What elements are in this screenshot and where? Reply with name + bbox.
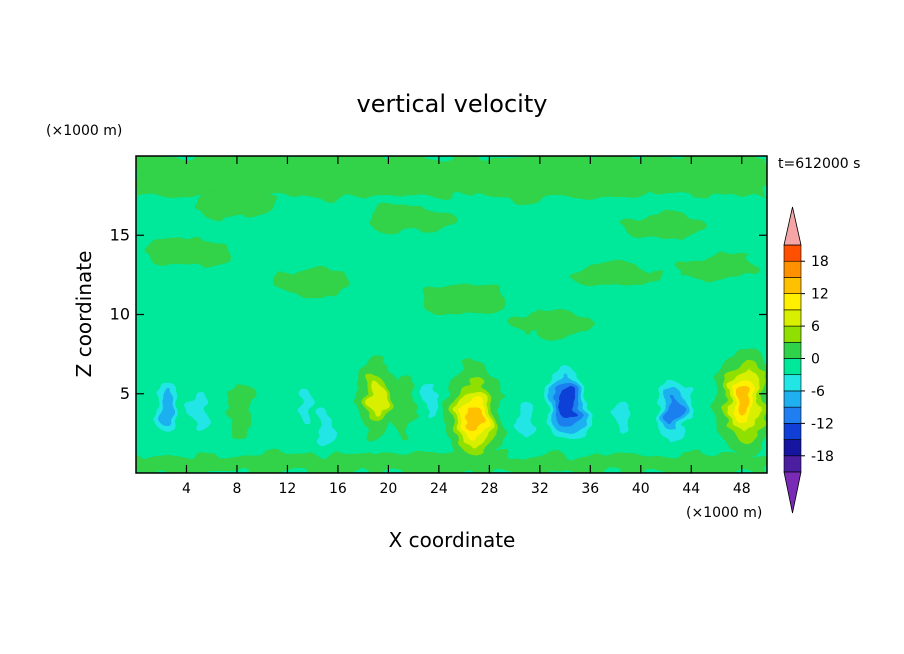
- time-label: t=612000 s: [778, 156, 860, 172]
- band-bottom: [136, 453, 767, 473]
- colorbar-cell-9: [783, 309, 802, 327]
- x-tick-label-32: 32: [531, 481, 549, 497]
- feature-1-contour-2: [190, 396, 208, 430]
- band-patch-2: [472, 173, 557, 202]
- colorbar-cell-3: [783, 406, 802, 424]
- y-unit-label: (×1000 m): [46, 123, 122, 139]
- band-patch-7: [674, 252, 759, 281]
- x-tick-label-28: 28: [480, 481, 498, 497]
- colorbar-tick-label-18: 18: [811, 254, 829, 270]
- y-tick-label-15: 15: [110, 225, 130, 244]
- y-tick-label-10: 10: [110, 305, 130, 324]
- colorbar-cell-8: [783, 325, 802, 343]
- x-tick-label-48: 48: [733, 481, 751, 497]
- feature-8-contour-5: [465, 401, 483, 431]
- x-tick-label-36: 36: [581, 481, 599, 497]
- colorbar-cell-12: [783, 260, 802, 278]
- band-patch-1: [371, 205, 456, 234]
- feature-0-contour-3: [159, 391, 176, 422]
- colorbar-cell-2: [783, 423, 802, 440]
- colorbar-cell-7: [783, 341, 802, 359]
- velocity-features: [145, 348, 767, 469]
- x-tick-label-24: 24: [430, 481, 448, 497]
- colorbar-tick-label--18: -18: [811, 449, 834, 465]
- band-patch-6: [573, 260, 658, 289]
- feature-12-contour-4: [665, 394, 682, 425]
- colorbar-max-arrow: [783, 206, 802, 246]
- x-tick-label-12: 12: [279, 481, 297, 497]
- colorbar-cell-6: [783, 358, 802, 376]
- colorbar-cell-1: [783, 439, 802, 457]
- colorbar-tick-label--12: -12: [811, 416, 834, 432]
- colorbar-cell-10: [783, 293, 802, 311]
- colorbar-cell-11: [783, 277, 802, 294]
- band-top: [136, 156, 767, 196]
- plot-area: [136, 156, 767, 473]
- colorbar: 18 12 6 0 -6 -12 -18: [783, 206, 834, 514]
- x-tick-label-40: 40: [632, 481, 650, 497]
- chart-title: vertical velocity: [357, 90, 548, 118]
- colorbar-min-arrow: [783, 471, 802, 514]
- band-patch-8: [144, 237, 229, 266]
- feature-7-contour-2: [421, 383, 439, 417]
- feature-10-contour-5: [559, 390, 576, 420]
- colorbar-cell-0: [783, 455, 802, 473]
- y-axis: 5 10 15: [110, 225, 767, 403]
- x-tick-label-16: 16: [329, 481, 347, 497]
- feature-5-contour-3: [367, 381, 385, 413]
- band-patch-4: [270, 268, 355, 297]
- x-tick-label-8: 8: [232, 481, 241, 497]
- feature-6-contour-1: [394, 388, 413, 425]
- y-axis-label: Z coordinate: [72, 251, 96, 378]
- band-patch-3: [624, 213, 709, 242]
- colorbar-cell-5: [783, 374, 802, 392]
- band-patch-9: [510, 308, 595, 337]
- colorbar-cell-13: [783, 244, 802, 262]
- colorbar-tick-label-6: 6: [811, 319, 820, 335]
- band-patch-0: [194, 189, 279, 218]
- feature-2-contour-1: [232, 391, 250, 428]
- colorbar-tick-label-0: 0: [811, 352, 820, 368]
- y-tick-label-5: 5: [120, 384, 130, 403]
- x-unit-label: (×1000 m): [686, 505, 762, 521]
- colorbar-tick-label--6: -6: [811, 384, 825, 400]
- feature-11-contour-2: [613, 401, 631, 434]
- feature-13-contour-5: [736, 387, 753, 416]
- colorbar-tick-label-12: 12: [811, 287, 829, 303]
- x-axis: 4 8 12 16 20 24 28 32 36 40 44 48: [182, 156, 751, 497]
- x-tick-label-4: 4: [182, 481, 191, 497]
- x-axis-label: X coordinate: [389, 528, 516, 552]
- colorbar-cell-4: [783, 390, 802, 408]
- x-tick-label-44: 44: [682, 481, 700, 497]
- feature-4-contour-2: [316, 409, 334, 442]
- x-tick-label-20: 20: [379, 481, 397, 497]
- feature-9-contour-2: [516, 404, 534, 437]
- band-patch-5: [422, 284, 507, 313]
